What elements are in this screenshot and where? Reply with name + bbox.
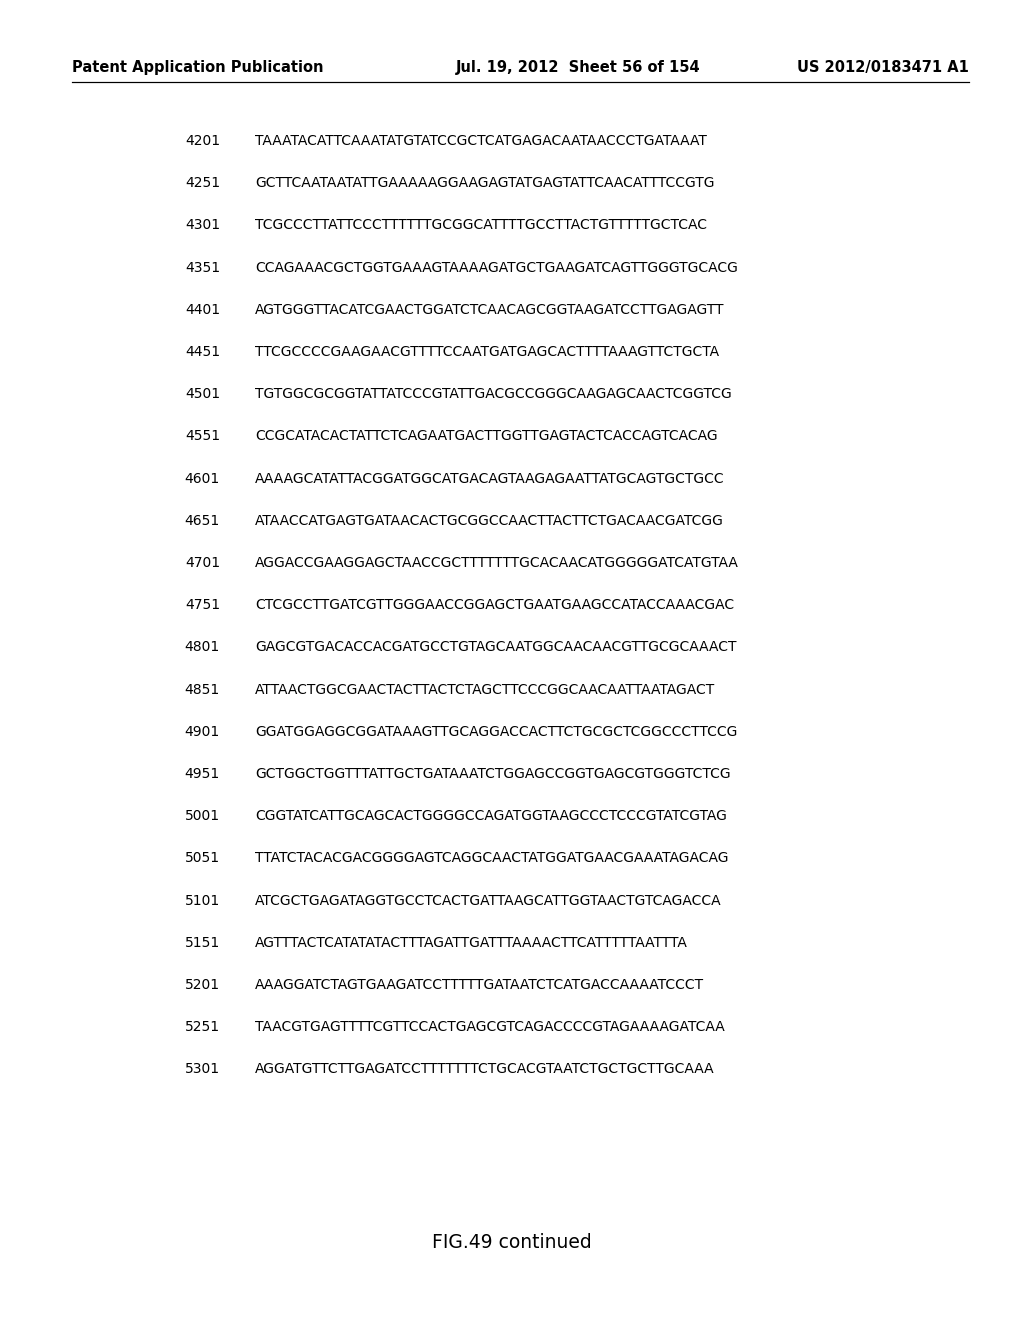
Text: 4851: 4851 [184, 682, 220, 697]
Text: TAAATACATTCAAATATGTATCCGCTCATGAGACAATAACCCTGATAAAT: TAAATACATTCAAATATGTATCCGCTCATGAGACAATAAC… [255, 135, 707, 148]
Text: 5001: 5001 [185, 809, 220, 824]
Text: 4601: 4601 [184, 471, 220, 486]
Text: Patent Application Publication: Patent Application Publication [72, 59, 324, 75]
Text: TAACGTGAGTTTTCGTTCCACTGAGCGTCAGACCCCGTAGAAAAGATCAA: TAACGTGAGTTTTCGTTCCACTGAGCGTCAGACCCCGTAG… [255, 1020, 725, 1034]
Text: TCGCCCTTATTCCCTTTTTTGCGGCATTTTGCCTTACTGTTTTTGCTCAC: TCGCCCTTATTCCCTTTTTTGCGGCATTTTGCCTTACTGT… [255, 218, 707, 232]
Text: US 2012/0183471 A1: US 2012/0183471 A1 [797, 59, 969, 75]
Text: GAGCGTGACACCACGATGCCTGTAGCAATGGCAACAACGTTGCGCAAACT: GAGCGTGACACCACGATGCCTGTAGCAATGGCAACAACGT… [255, 640, 736, 655]
Text: 4751: 4751 [185, 598, 220, 612]
Text: 4251: 4251 [185, 176, 220, 190]
Text: CCGCATACACTATTCTCAGAATGACTTGGTTGAGTACTCACCAGTCACAG: CCGCATACACTATTCTCAGAATGACTTGGTTGAGTACTCA… [255, 429, 718, 444]
Text: 4501: 4501 [185, 387, 220, 401]
Text: AGTGGGTTACATCGAACTGGATCTCAACAGCGGTAAGATCCTTGAGAGTT: AGTGGGTTACATCGAACTGGATCTCAACAGCGGTAAGATC… [255, 302, 725, 317]
Text: 4201: 4201 [185, 135, 220, 148]
Text: AGTTTACTCATATATACTTTAGATTGATTTAAAACTTCATTTTTAATTTA: AGTTTACTCATATATACTTTAGATTGATTTAAAACTTCAT… [255, 936, 688, 950]
Text: 5301: 5301 [185, 1063, 220, 1076]
Text: GCTTCAATAATATTGAAAAAGGAAGAGTATGAGTATTCAACATTTCCGTG: GCTTCAATAATATTGAAAAAGGAAGAGTATGAGTATTCAA… [255, 176, 715, 190]
Text: TGTGGCGCGGTATTATCCCGTATTGACGCCGGGCAAGAGCAACTCGGTCG: TGTGGCGCGGTATTATCCCGTATTGACGCCGGGCAAGAGC… [255, 387, 732, 401]
Text: 5101: 5101 [184, 894, 220, 908]
Text: 5151: 5151 [184, 936, 220, 950]
Text: 4651: 4651 [184, 513, 220, 528]
Text: CCAGAAACGCTGGTGAAAGTAAAAGATGCTGAAGATCAGTTGGGTGCACG: CCAGAAACGCTGGTGAAAGTAAAAGATGCTGAAGATCAGT… [255, 260, 738, 275]
Text: 4451: 4451 [185, 345, 220, 359]
Text: ATCGCTGAGATAGGTGCCTCACTGATTAAGCATTGGTAACTGTCAGACCA: ATCGCTGAGATAGGTGCCTCACTGATTAAGCATTGGTAAC… [255, 894, 722, 908]
Text: AAAAGCATATTACGGATGGCATGACAGTAAGAGAATTATGCAGTGCTGCC: AAAAGCATATTACGGATGGCATGACAGTAAGAGAATTATG… [255, 471, 725, 486]
Text: CGGTATCATTGCAGCACTGGGGCCAGATGGTAAGCCCTCCCGTATCGTAG: CGGTATCATTGCAGCACTGGGGCCAGATGGTAAGCCCTCC… [255, 809, 727, 824]
Text: 5251: 5251 [185, 1020, 220, 1034]
Text: Jul. 19, 2012  Sheet 56 of 154: Jul. 19, 2012 Sheet 56 of 154 [456, 59, 700, 75]
Text: TTCGCCCCGAAGAACGTTTTCCAATGATGAGCACTTTTAAAGTTCTGCTA: TTCGCCCCGAAGAACGTTTTCCAATGATGAGCACTTTTAA… [255, 345, 719, 359]
Text: ATTAACTGGCGAACTACTTACTCTAGCTTCCCGGCAACAATTAATAGACT: ATTAACTGGCGAACTACTTACTCTAGCTTCCCGGCAACAA… [255, 682, 715, 697]
Text: 4301: 4301 [185, 218, 220, 232]
Text: 4701: 4701 [185, 556, 220, 570]
Text: 4901: 4901 [184, 725, 220, 739]
Text: 4801: 4801 [184, 640, 220, 655]
Text: AGGATGTTCTTGAGATCCTTTTTTTCTGCACGTAATCTGCTGCTTGCAAA: AGGATGTTCTTGAGATCCTTTTTTTCTGCACGTAATCTGC… [255, 1063, 715, 1076]
Text: ATAACCATGAGTGATAACACTGCGGCCAACTTACTTCTGACAACGATCGG: ATAACCATGAGTGATAACACTGCGGCCAACTTACTTCTGA… [255, 513, 724, 528]
Text: TTATCTACACGACGGGGAGTCAGGCAACTATGGATGAACGAAATAGACAG: TTATCTACACGACGGGGAGTCAGGCAACTATGGATGAACG… [255, 851, 728, 866]
Text: 4551: 4551 [185, 429, 220, 444]
Text: 4401: 4401 [185, 302, 220, 317]
Text: 4351: 4351 [185, 260, 220, 275]
Text: 5201: 5201 [185, 978, 220, 993]
Text: FIG.49 continued: FIG.49 continued [432, 1233, 592, 1251]
Text: GGATGGAGGCGGATAAAGTTGCAGGACCACTTCTGCGCTCGGCCCTTCCG: GGATGGAGGCGGATAAAGTTGCAGGACCACTTCTGCGCTC… [255, 725, 737, 739]
Text: 5051: 5051 [185, 851, 220, 866]
Text: AGGACCGAAGGAGCTAACCGCTTTTTTTGCACAACATGGGGGATCATGTAA: AGGACCGAAGGAGCTAACCGCTTTTTTTGCACAACATGGG… [255, 556, 739, 570]
Text: CTCGCCTTGATCGTTGGGAACCGGAGCTGAATGAAGCCATACCAAACGAC: CTCGCCTTGATCGTTGGGAACCGGAGCTGAATGAAGCCAT… [255, 598, 734, 612]
Text: 4951: 4951 [184, 767, 220, 781]
Text: AAAGGATCTAGTGAAGATCCTTTTTGATAATCTCATGACCAAAATCCCT: AAAGGATCTAGTGAAGATCCTTTTTGATAATCTCATGACC… [255, 978, 705, 993]
Text: GCTGGCTGGTTTATTGCTGATAAATCTGGAGCCGGTGAGCGTGGGTCTCG: GCTGGCTGGTTTATTGCTGATAAATCTGGAGCCGGTGAGC… [255, 767, 731, 781]
